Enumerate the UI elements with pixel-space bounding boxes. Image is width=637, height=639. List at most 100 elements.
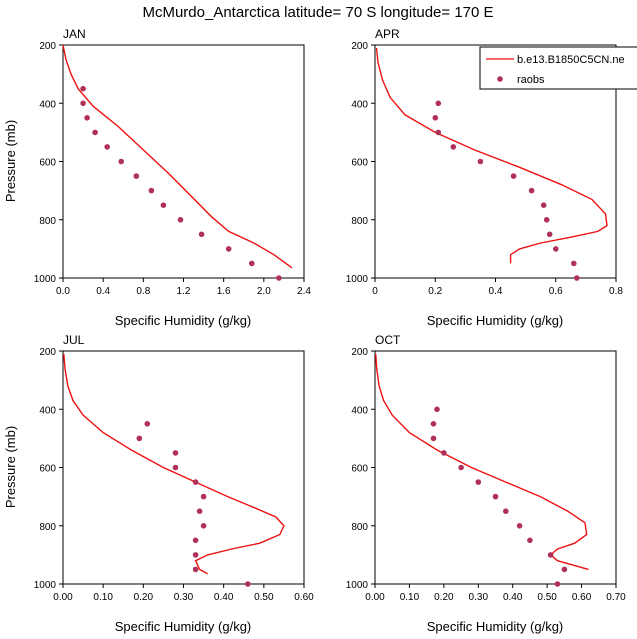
y-tick-label: 200 <box>39 41 56 52</box>
axis-ticks: 0.00 0.10 0.20 0.30 0.40 0.50 0.60 0.70 200 400 60… <box>346 347 626 603</box>
x-axis-label: Specific Humidity (g/kg) <box>427 619 564 634</box>
obs-point <box>458 464 464 471</box>
x-tick-label: 0.10 <box>93 592 113 603</box>
obs-point <box>198 231 205 238</box>
model-profile-line <box>62 44 293 269</box>
data-marks <box>62 44 293 281</box>
y-tick-label: 200 <box>39 347 56 358</box>
panel-title: JUL <box>63 333 85 347</box>
obs-point <box>528 187 535 194</box>
y-tick-label: 400 <box>39 99 56 110</box>
x-tick-label: 0.40 <box>214 592 234 603</box>
obs-point <box>475 479 482 485</box>
obs-point <box>160 202 167 208</box>
obs-point <box>136 435 143 442</box>
x-tick-label: 0.8 <box>609 286 623 297</box>
panel-jul: JUL Specific Humidity (g/kg) Pressure (m… <box>3 333 314 634</box>
x-tick-label: 0.20 <box>434 592 454 603</box>
obs-point <box>441 450 447 456</box>
obs-point <box>245 581 251 587</box>
obs-point <box>430 421 437 427</box>
obs-point <box>540 202 547 208</box>
obs-point <box>574 275 580 281</box>
axis-ticks: 0.0 0.4 0.8 1.2 1.6 2.0 2.4 200 400 600 800 1000 <box>34 41 312 297</box>
y-tick-label: 400 <box>351 99 368 110</box>
obs-point <box>192 479 199 485</box>
x-axis-label: Specific Humidity (g/kg) <box>427 313 564 328</box>
x-tick-label: 2.0 <box>257 286 271 297</box>
y-tick-label: 600 <box>39 464 56 475</box>
legend-obs-label: raobs <box>517 74 545 86</box>
obs-point <box>80 100 86 107</box>
obs-point <box>547 552 554 558</box>
model-profile-line <box>375 353 589 571</box>
y-tick-label: 600 <box>39 158 56 169</box>
obs-point <box>510 173 517 179</box>
x-tick-label: 0.6 <box>549 286 563 297</box>
x-tick-label: 0.0 <box>56 286 70 297</box>
obs-point <box>118 158 124 165</box>
legend-box <box>479 46 637 90</box>
obs-point <box>553 246 559 252</box>
y-tick-label: 600 <box>351 464 368 475</box>
legend: b.e13.B1850C5CN.ne raobs <box>479 46 637 90</box>
axis-ticks: 0 0.2 0.4 0.6 0.8 200 400 600 800 1000 <box>346 41 624 297</box>
obs-point <box>192 552 199 558</box>
obs-point <box>144 421 151 427</box>
plot-frame <box>374 350 617 585</box>
obs-point <box>543 217 550 223</box>
obs-point <box>554 581 561 587</box>
x-tick-label: 0.70 <box>606 592 626 603</box>
y-tick-label: 1000 <box>34 274 57 285</box>
y-tick-label: 800 <box>351 216 368 227</box>
obs-point <box>561 566 568 573</box>
x-tick-label: 0.4 <box>96 286 110 297</box>
y-tick-label: 800 <box>39 216 56 227</box>
plot-frame <box>62 44 305 279</box>
y-tick-label: 600 <box>351 158 368 169</box>
obs-point <box>200 523 207 529</box>
obs-point <box>571 260 577 267</box>
x-tick-label: 0.4 <box>489 286 503 297</box>
panel-oct: OCT Specific Humidity (g/kg) 0.00 0.10 0.2… <box>346 333 626 634</box>
obs-point <box>516 523 523 529</box>
obs-point <box>192 537 199 544</box>
obs-point <box>477 158 484 165</box>
x-tick-label: 0.00 <box>53 592 73 603</box>
x-tick-label: 0.2 <box>428 286 442 297</box>
x-tick-label: 0.50 <box>537 592 557 603</box>
y-tick-label: 400 <box>351 405 368 416</box>
x-tick-label: 0.8 <box>136 286 150 297</box>
panel-title: JAN <box>63 27 86 41</box>
x-tick-label: 0.10 <box>400 592 420 603</box>
x-tick-label: 0.60 <box>572 592 592 603</box>
y-tick-label: 1000 <box>34 580 57 591</box>
obs-point <box>172 450 179 456</box>
obs-point <box>172 464 179 471</box>
panel-apr: APR Specific Humidity (g/kg) 0 0.2 0.4 0.6 0… <box>346 27 637 328</box>
obs-point <box>492 493 499 500</box>
x-tick-label: 0.30 <box>469 592 489 603</box>
x-tick-label: 1.6 <box>217 286 231 297</box>
obs-point <box>435 129 442 136</box>
x-tick-label: 2.4 <box>297 286 311 297</box>
x-tick-label: 0 <box>372 286 378 297</box>
obs-point <box>432 115 439 121</box>
x-axis-label: Specific Humidity (g/kg) <box>115 619 252 634</box>
model-profile-line <box>63 353 285 575</box>
panel-title: OCT <box>375 333 401 347</box>
x-tick-label: 0.50 <box>254 592 274 603</box>
x-axis-label: Specific Humidity (g/kg) <box>115 313 252 328</box>
x-tick-label: 0.30 <box>174 592 194 603</box>
legend-model-label: b.e13.B1850C5CN.ne <box>517 54 625 66</box>
data-marks <box>375 47 608 281</box>
x-tick-label: 1.2 <box>177 286 191 297</box>
obs-point <box>80 85 86 92</box>
obs-point <box>104 144 110 150</box>
x-tick-label: 0.00 <box>365 592 385 603</box>
obs-point <box>192 566 199 573</box>
x-tick-label: 0.60 <box>294 592 314 603</box>
y-tick-label: 800 <box>39 522 56 533</box>
y-tick-label: 1000 <box>346 274 369 285</box>
